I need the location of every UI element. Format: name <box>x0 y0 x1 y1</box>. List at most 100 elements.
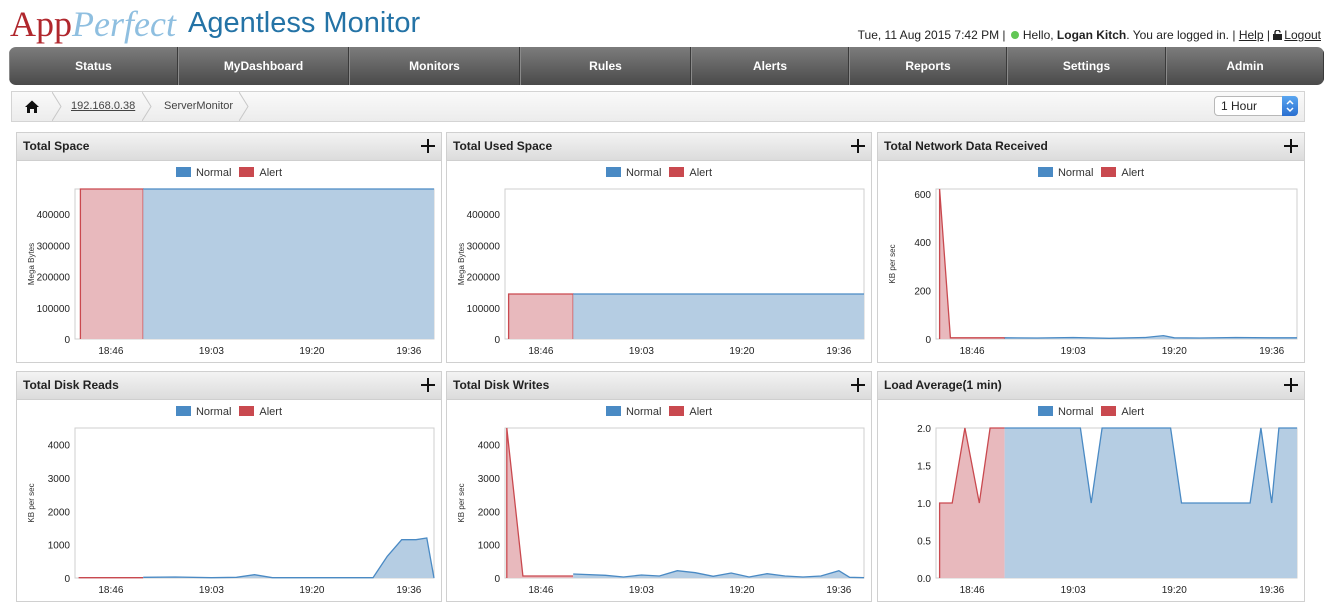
help-link[interactable]: Help <box>1238 28 1264 42</box>
legend-alert-swatch <box>669 167 685 177</box>
series-area-alert <box>939 189 1005 339</box>
series-area-normal <box>1004 428 1297 578</box>
panel-total-space: Total Space Normal Alert 0 100000 200000 300… <box>16 132 442 363</box>
series-area-normal <box>143 189 434 339</box>
y-tick-label: 100000 <box>467 304 501 315</box>
y-tick-label: 4000 <box>478 441 501 452</box>
nav-status[interactable]: Status <box>9 47 178 85</box>
legend-normal-swatch <box>1037 167 1053 177</box>
plot-area <box>935 188 1298 340</box>
expand-plus-icon[interactable] <box>421 139 435 153</box>
y-tick-label: 3000 <box>478 474 501 485</box>
time-range-value: 1 Hour <box>1221 99 1258 113</box>
y-tick-label: 0.5 <box>917 537 931 548</box>
home-icon[interactable] <box>12 92 52 121</box>
expand-plus-icon[interactable] <box>851 378 865 392</box>
x-tick-label: 18:46 <box>528 585 553 596</box>
x-tick-label: 19:20 <box>729 585 754 596</box>
chart-legend: Normal Alert <box>447 406 871 418</box>
x-tick-label: 19:36 <box>396 346 421 357</box>
product-title: Agentless Monitor <box>188 7 421 39</box>
y-tick-label: 3000 <box>48 474 71 485</box>
legend-alert: Alert <box>689 406 713 418</box>
series-line-normal <box>1004 427 1297 504</box>
nav-rules[interactable]: Rules <box>520 47 691 85</box>
y-tick-label: 0 <box>494 574 500 585</box>
legend-alert-swatch <box>1101 167 1117 177</box>
panel-network-received: Total Network Data Received Normal Alert … <box>877 132 1305 363</box>
panel-title-text: Total Space <box>23 139 90 153</box>
select-arrows-icon <box>1282 96 1298 116</box>
y-tick-label: 200 <box>914 287 931 298</box>
nav-alerts[interactable]: Alerts <box>691 47 849 85</box>
y-tick-label: 0 <box>64 335 70 346</box>
series-area-alert <box>508 294 574 339</box>
chart-legend: Normal Alert <box>878 406 1304 418</box>
y-axis-label: KB per sec <box>457 483 466 522</box>
y-tick-label: 400000 <box>467 210 501 221</box>
panel-total-used-space: Total Used Space Normal Alert 0 100000 2000… <box>446 132 872 363</box>
appperfect-logo[interactable]: AppPerfect <box>10 2 176 46</box>
legend-normal: Normal <box>625 406 662 418</box>
legend-alert-swatch <box>669 406 685 416</box>
y-tick-label: 400 <box>914 238 931 249</box>
panel-title-text: Total Disk Reads <box>23 378 119 392</box>
y-tick-label: 100000 <box>37 304 71 315</box>
series-area-alert <box>80 189 144 339</box>
time-range-select[interactable]: 1 Hour <box>1214 96 1298 116</box>
y-tick-label: 1.0 <box>917 499 931 510</box>
chart-legend: Normal Alert <box>447 167 871 179</box>
y-tick-label: 600 <box>914 190 931 201</box>
legend-alert: Alert <box>1121 167 1145 179</box>
x-tick-label: 19:20 <box>299 346 324 357</box>
nav-monitors[interactable]: Monitors <box>349 47 520 85</box>
y-tick-label: 200000 <box>467 273 501 284</box>
logout-link[interactable]: Logout <box>1284 28 1321 42</box>
x-tick-label: 19:03 <box>1061 346 1086 357</box>
y-axis-label: KB per sec <box>888 244 897 283</box>
logo-app-text: App <box>10 4 72 44</box>
panel-title-text: Load Average(1 min) <box>884 378 1002 392</box>
y-tick-label: 2.0 <box>917 424 931 435</box>
x-tick-label: 19:36 <box>1259 346 1284 357</box>
plot-area <box>74 427 435 579</box>
nav-admin[interactable]: Admin <box>1166 47 1324 85</box>
breadcrumb-separator-icon <box>142 92 152 121</box>
y-tick-label: 1000 <box>478 541 501 552</box>
nav-settings[interactable]: Settings <box>1007 47 1166 85</box>
expand-plus-icon[interactable] <box>421 378 435 392</box>
y-tick-label: 300000 <box>37 241 71 252</box>
expand-plus-icon[interactable] <box>1284 378 1298 392</box>
x-tick-label: 19:36 <box>1259 585 1284 596</box>
panel-title: Total Disk Writes <box>447 372 871 400</box>
legend-alert: Alert <box>259 167 283 179</box>
series-area-normal <box>573 570 864 578</box>
legend-normal: Normal <box>1057 167 1094 179</box>
logo-perfect-text: Perfect <box>72 4 176 44</box>
datetime: Tue, 11 Aug 2015 7:42 PM <box>857 28 1000 42</box>
lock-icon <box>1273 29 1283 40</box>
series-area-normal <box>573 294 864 339</box>
expand-plus-icon[interactable] <box>1284 139 1298 153</box>
y-tick-label: 0 <box>64 574 70 585</box>
nav-mydashboard[interactable]: MyDashboard <box>178 47 349 85</box>
series-area-alert <box>506 428 574 578</box>
expand-plus-icon[interactable] <box>851 139 865 153</box>
chart-legend: Normal Alert <box>878 167 1304 179</box>
legend-alert-swatch <box>239 167 255 177</box>
y-tick-label: 0 <box>494 335 500 346</box>
chart-legend: Normal Alert <box>17 167 441 179</box>
chart-total-space: 0 100000 200000 300000 400000 18:46 19:03 19:20… <box>27 188 435 357</box>
username: Logan Kitch <box>1056 28 1127 42</box>
nav-reports[interactable]: Reports <box>849 47 1007 85</box>
breadcrumb-host[interactable]: 192.168.0.38 <box>71 100 136 112</box>
y-axis-label: KB per sec <box>27 483 36 522</box>
y-tick-label: 2000 <box>478 507 501 518</box>
chart-total-used-space: 0 100000 200000 300000 400000 18:46 19:03 19:20… <box>457 188 865 357</box>
user-bar: Tue, 11 Aug 2015 7:42 PM | Hello, Logan … <box>857 28 1321 42</box>
x-tick-label: 19:03 <box>629 585 654 596</box>
legend-alert: Alert <box>259 406 283 418</box>
legend-normal-swatch <box>175 167 191 177</box>
online-status-icon <box>1010 30 1019 39</box>
x-tick-label: 19:20 <box>729 346 754 357</box>
